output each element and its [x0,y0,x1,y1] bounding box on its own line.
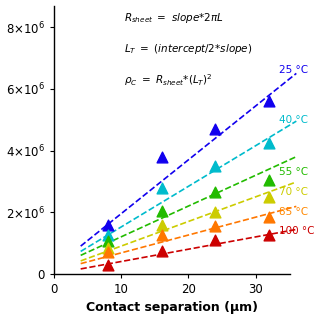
Text: 40 °C: 40 °C [279,115,308,125]
X-axis label: Contact separation (μm): Contact separation (μm) [86,301,258,315]
Text: 85 °C: 85 °C [279,207,308,217]
Point [159,222,164,227]
Point [105,245,110,250]
Text: $L_T$ $=$ $(intercept/2$*$slope)$: $L_T$ $=$ $(intercept/2$*$slope)$ [124,42,253,56]
Point [159,233,164,238]
Point [267,233,272,238]
Text: $\rho_C$ $=$ $R_{sheet}$*$(L_T)^2$: $\rho_C$ $=$ $R_{sheet}$*$(L_T)^2$ [124,73,213,88]
Point [213,189,218,195]
Point [213,237,218,243]
Point [213,126,218,132]
Point [213,164,218,169]
Point [213,210,218,215]
Point [105,222,110,227]
Point [105,263,110,268]
Point [267,177,272,182]
Point [105,250,110,255]
Point [159,185,164,190]
Text: 55 °C: 55 °C [279,167,308,177]
Point [159,208,164,213]
Point [159,248,164,253]
Text: 100 °C: 100 °C [279,226,315,236]
Point [159,154,164,159]
Point [267,140,272,145]
Text: 25 °C: 25 °C [279,65,308,75]
Text: $R_{sheet}$ $=$ $slope$*$2\pi L$: $R_{sheet}$ $=$ $slope$*$2\pi L$ [124,11,224,25]
Point [267,99,272,104]
Point [267,214,272,220]
Point [213,223,218,228]
Text: 70 °C: 70 °C [279,187,308,197]
Point [267,194,272,199]
Point [105,233,110,238]
Point [105,239,110,244]
